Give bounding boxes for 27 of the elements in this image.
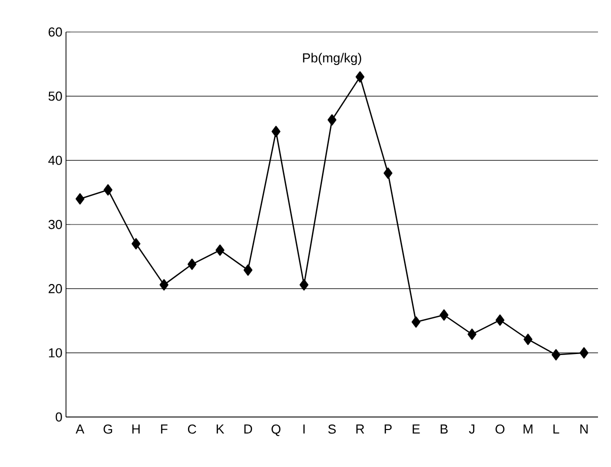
x-tick-label: I — [303, 424, 305, 434]
y-tick-label: 0 — [56, 412, 62, 422]
x-tick-label: G — [104, 424, 112, 434]
y-tick-label: 10 — [48, 348, 62, 358]
x-tick-label: P — [384, 424, 392, 434]
x-tick-label: M — [524, 424, 532, 434]
x-tick-label: O — [496, 424, 504, 434]
y-tick-label: 30 — [48, 220, 62, 230]
x-tick-label: Q — [272, 424, 280, 436]
x-tick-label: J — [468, 424, 474, 434]
x-tick-label: E — [412, 424, 420, 434]
x-tick-label: R — [356, 424, 364, 434]
x-tick-label: D — [244, 424, 252, 434]
x-tick-label: F — [161, 424, 168, 434]
x-tick-label: S — [328, 424, 336, 434]
y-tick-label: 20 — [48, 284, 62, 294]
x-tick-label: A — [76, 424, 84, 434]
y-tick-label: 60 — [48, 27, 62, 37]
y-tick-label: 50 — [48, 92, 62, 101]
x-tick-label: L — [553, 424, 560, 434]
x-tick-label: C — [188, 424, 196, 434]
x-tick-label: N — [580, 424, 588, 434]
x-tick-label: H — [132, 424, 140, 434]
text: Pb(mg/kg) — [303, 52, 362, 66]
y-tick-label: 40 — [48, 156, 62, 165]
x-tick-label: K — [216, 424, 224, 434]
x-tick-label: B — [440, 424, 448, 434]
